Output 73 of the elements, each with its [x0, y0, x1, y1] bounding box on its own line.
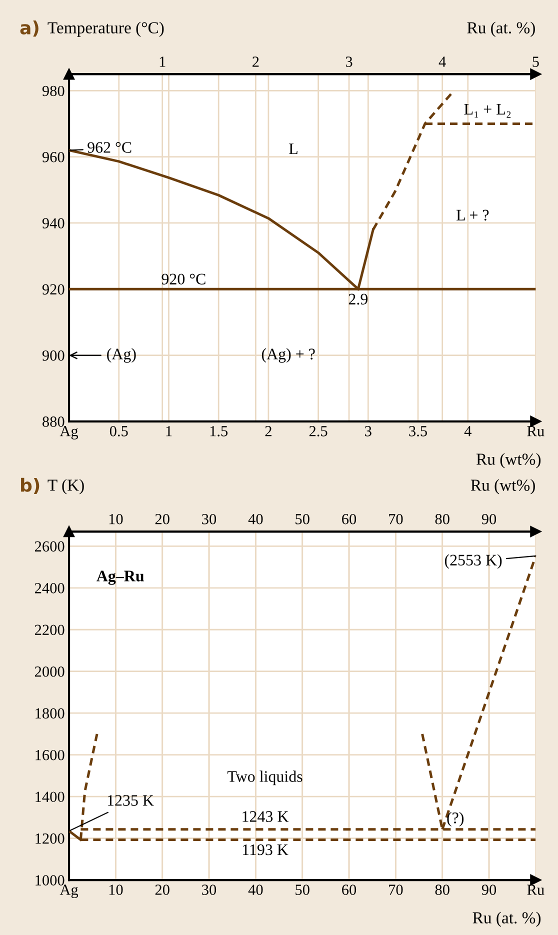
x-tick-label: Ru	[527, 426, 544, 436]
annotation: L₁ + L₂	[464, 104, 511, 118]
annotation: Two liquids	[227, 770, 302, 786]
x-tick-label: 50	[296, 884, 310, 895]
annotation: L + ?	[456, 210, 489, 221]
x-tick-label: Ag	[60, 426, 78, 440]
x2-axis-title: Ru (at. %)	[467, 22, 535, 37]
x-tick-label: 20	[155, 884, 170, 895]
y-tick-label: 980	[42, 86, 64, 96]
annotation: L	[289, 144, 298, 154]
y-tick-label: 2400	[34, 583, 64, 594]
annotation: 2.9	[348, 294, 368, 305]
x2-tick-label: 60	[342, 514, 356, 524]
x-tick-label: 2	[265, 426, 272, 436]
x2-tick-label: 5	[532, 56, 539, 67]
y-tick-label: 1000	[36, 875, 64, 886]
x-tick-label: 3	[365, 426, 372, 436]
x-tick-label: 2.5	[309, 426, 328, 436]
annotation: Ag–Ru	[96, 570, 144, 585]
y-tick-label: 1600	[36, 750, 64, 760]
x2-axis-title: Ru (wt%)	[470, 479, 535, 494]
chart-title: a)	[20, 20, 38, 37]
y-tick-label: 2000	[34, 666, 64, 677]
x2-tick-label: 50	[296, 514, 310, 524]
y-axis-title: T (K)	[48, 479, 84, 494]
x2-tick-label: 4	[438, 56, 446, 67]
y-tick-label: 1200	[36, 833, 64, 844]
x-tick-label: 4	[464, 426, 472, 436]
x2-tick-label: 3	[346, 56, 352, 67]
x2-tick-label: 80	[435, 514, 450, 524]
x2-tick-label: 2	[252, 56, 259, 67]
x2-tick-label: 90	[482, 514, 496, 524]
annotation: 1243 K	[242, 811, 289, 822]
y-tick-label: 2200	[34, 624, 64, 636]
annotation: (Ag) + ?	[262, 348, 315, 363]
chart-title: b)	[21, 478, 40, 494]
x-tick-label: Ag	[60, 884, 78, 898]
x-axis-title: Ru (at. %)	[472, 912, 541, 927]
annotation: 962 °C	[88, 142, 132, 153]
y-tick-label: 1800	[36, 708, 64, 719]
y-tick-label: 900	[42, 350, 64, 361]
annotation: (?)	[447, 812, 464, 827]
x-tick-label: 0.5	[110, 426, 128, 436]
x-tick-label: 3.5	[409, 426, 427, 436]
x-tick-label: 90	[482, 884, 496, 895]
x-tick-label: 1.5	[210, 426, 228, 436]
x2-tick-label: 1	[160, 56, 166, 67]
x2-tick-label: 70	[389, 514, 403, 524]
y-tick-label: 920	[42, 284, 64, 295]
x2-tick-label: 20	[155, 514, 170, 524]
y-tick-label: 960	[42, 152, 64, 162]
x-tick-label: 60	[342, 884, 356, 895]
x2-tick-label: 10	[109, 514, 123, 524]
x-tick-label: 80	[435, 884, 450, 895]
annotation: (2553 K)	[444, 554, 502, 569]
x-tick-label: 30	[202, 884, 216, 895]
y-tick-label: 940	[42, 218, 64, 228]
x2-tick-label: 30	[202, 514, 216, 524]
x-tick-label: 1	[166, 426, 172, 436]
y-tick-label: 1400	[36, 792, 64, 802]
y-tick-label: 880	[42, 416, 64, 427]
x-axis-title: Ru (wt%)	[476, 453, 541, 468]
annotation: 1235 K	[108, 795, 154, 806]
y-axis-title: Temperature (°C)	[48, 22, 164, 37]
annotation: 1193 K	[242, 844, 288, 856]
x2-tick-label: 40	[248, 514, 263, 524]
x-tick-label: 40	[248, 884, 263, 895]
x-tick-label: Ru	[527, 884, 544, 895]
x-tick-label: 70	[389, 884, 403, 895]
y-tick-label: 2600	[34, 541, 64, 552]
annotation: (Ag)	[107, 348, 136, 363]
x-tick-label: 10	[109, 884, 123, 895]
annotation: 920 °C	[162, 274, 206, 284]
